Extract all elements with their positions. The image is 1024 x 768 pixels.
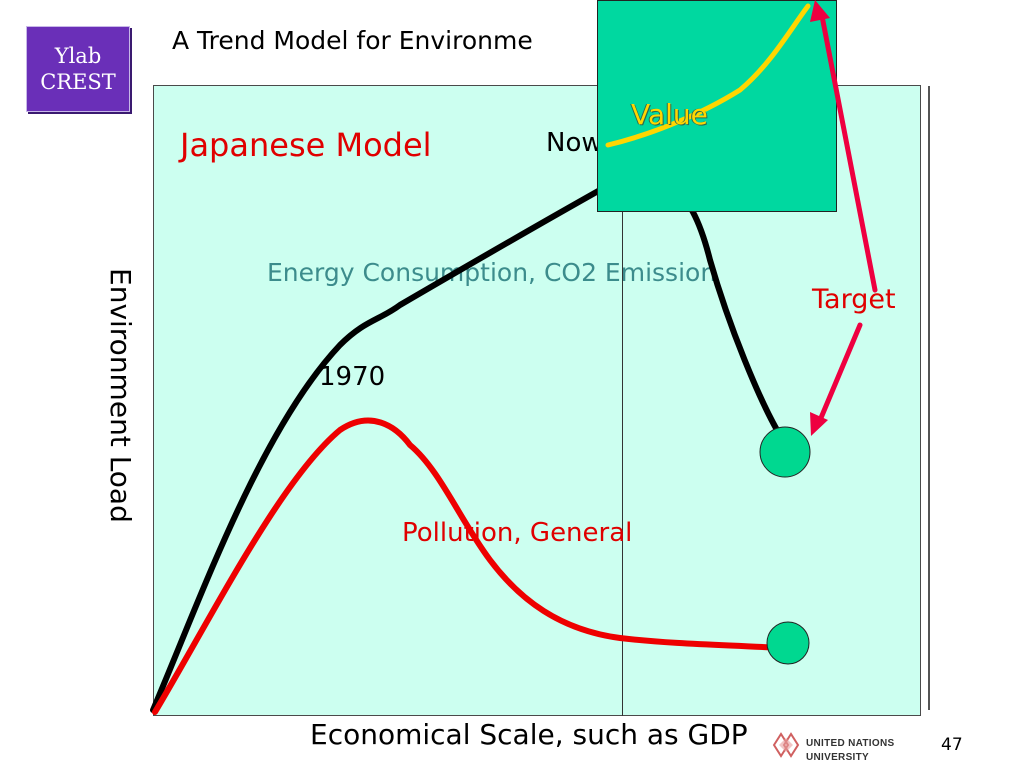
unu-line2: UNIVERSITY	[806, 752, 870, 763]
y-axis-label: Environment Load	[104, 268, 137, 523]
energy-target-marker	[759, 426, 811, 478]
unu-line1: UNITED NATIONS	[806, 738, 895, 749]
x-axis-label: Economical Scale, such as GDP	[310, 718, 748, 751]
now-label: Now	[546, 128, 603, 158]
now-divider-line	[622, 200, 623, 716]
unu-wordmark: UNITED NATIONS UNIVERSITY	[806, 737, 894, 765]
logo-line2: CREST	[40, 70, 116, 94]
pollution-target-marker	[766, 621, 810, 665]
unu-logo-icon	[772, 732, 800, 758]
target-label: Target	[812, 284, 896, 315]
right-border-line	[928, 86, 930, 710]
energy-co2-curve	[150, 175, 780, 713]
energy-curve-label: Energy Consumption, CO2 Emission	[267, 258, 717, 287]
pollution-curve-label: Pollution, General	[402, 518, 633, 548]
value-curve	[605, 3, 811, 148]
ylab-crest-logo: Ylab CREST	[26, 26, 130, 112]
target-arrow-down-head	[810, 412, 828, 436]
target-arrow-up	[819, 13, 878, 293]
page-number: 47	[941, 735, 963, 755]
japanese-model-label: Japanese Model	[180, 126, 432, 164]
value-label: Value	[631, 98, 708, 131]
target-arrow-up-head	[810, 0, 830, 22]
logo-line1: Ylab	[54, 44, 102, 68]
pollution-curve	[152, 417, 781, 715]
year-1970-label: 1970	[319, 362, 386, 392]
target-arrow-down	[815, 322, 863, 428]
slide-title-text: A Trend Model for Environme	[172, 26, 533, 55]
